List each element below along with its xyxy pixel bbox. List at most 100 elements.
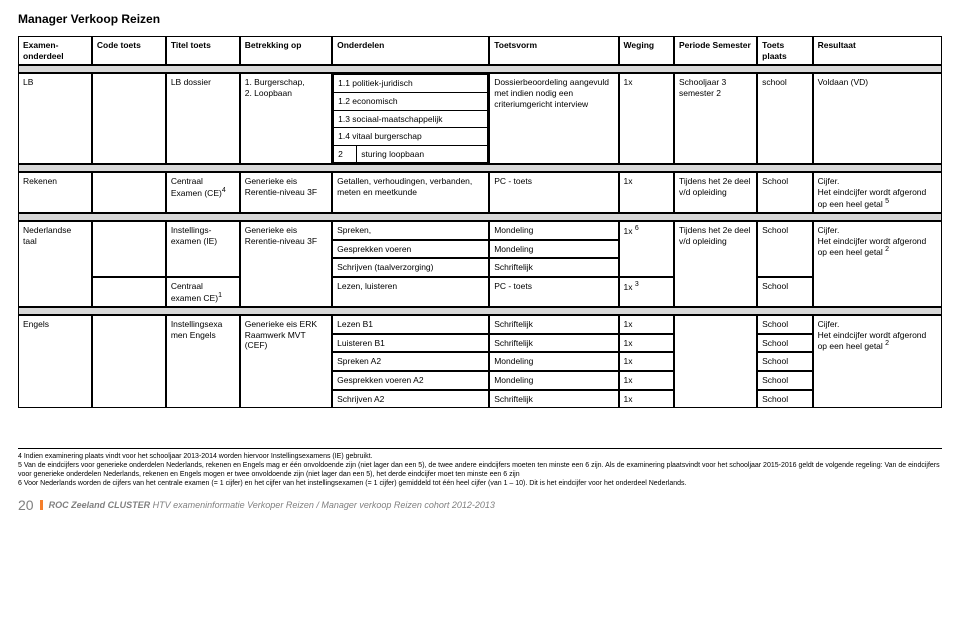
nl-titel1: Instellings-examen (IE) [166, 221, 240, 277]
page-title: Manager Verkoop Reizen [18, 12, 942, 26]
footer-text: ROC Zeeland CLUSTER HTV exameninformatie… [40, 500, 495, 510]
lb-ond2: 1.2 economisch [334, 92, 488, 110]
nl-weg1-text: 1x [624, 226, 635, 236]
en-res-text: Cijfer. Het eindcijfer wordt afgerond op… [818, 319, 927, 351]
en-titel: Instellingsexa men Engels [166, 315, 240, 408]
en-code [92, 315, 166, 408]
nl-code1 [92, 221, 166, 277]
en-resultaat: Cijfer. Het eindcijfer wordt afgerond op… [813, 315, 942, 408]
h-weging: Weging [619, 36, 674, 65]
nl-plaats2: School [757, 277, 812, 307]
en-r5d: School [757, 390, 812, 409]
en-r3b: Mondeling [489, 352, 618, 371]
nl-weg1: 1x 6 [619, 221, 674, 277]
lb-code [92, 73, 166, 164]
en-r1a: Lezen B1 [332, 315, 489, 334]
lb-toetsvorm: Dossierbeoordeling aangevuld met indien … [489, 73, 618, 164]
row-rekenen: Rekenen Centraal Examen (CE)4 Generieke … [18, 172, 942, 213]
h-examenonderdeel: Examen-onderdeel [18, 36, 92, 65]
rk-weging: 1x [619, 172, 674, 213]
en-r5a: Schrijven A2 [332, 390, 489, 409]
nl-r1a: Spreken, [332, 221, 489, 240]
nl-weg2: 1x 3 [619, 277, 674, 307]
nl-betrekking: Generieke eis Rerentie-niveau 3F [240, 221, 332, 307]
nl-periode: Tijdens het 2e deel v/d opleiding [674, 221, 757, 307]
en-r3a: Spreken A2 [332, 352, 489, 371]
nl-r4b: PC - toets [489, 277, 618, 307]
row-lb: LB LB dossier 1. Burgerschap, 2. Loopbaa… [18, 73, 942, 164]
en-r4b: Mondeling [489, 371, 618, 390]
rk-onderdeel: Rekenen [18, 172, 92, 213]
nl-titel2-sup: 1 [218, 292, 222, 299]
rk-code [92, 172, 166, 213]
en-r2c: 1x [619, 334, 674, 353]
en-r1d: School [757, 315, 812, 334]
row-nl-4: Centraal examen CE)1 Lezen, luisteren PC… [18, 277, 942, 307]
main-table: Examen-onderdeel Code toets Titel toets … [18, 36, 942, 408]
nl-res-sup: 2 [885, 246, 889, 253]
en-r4c: 1x [619, 371, 674, 390]
rk-res-sup: 5 [885, 198, 889, 205]
rk-titel-sup: 4 [222, 187, 226, 194]
lb-ond4: 1.4 vitaal burgerschap [334, 128, 488, 146]
footnotes: 4 Indien examinering plaats vindt voor h… [18, 448, 942, 488]
rk-onderdelen: Getallen, verhoudingen, verbanden, meten… [332, 172, 489, 213]
nl-r1b: Mondeling [489, 221, 618, 240]
nl-r2b: Mondeling [489, 240, 618, 259]
rk-plaats: School [757, 172, 812, 213]
rk-resultaat: Cijfer. Het eindcijfer wordt afgerond op… [813, 172, 942, 213]
en-r2a: Luisteren B1 [332, 334, 489, 353]
rk-titel-text: Centraal Examen (CE) [171, 176, 222, 197]
nl-titel2-text: Centraal examen CE) [171, 281, 218, 302]
lb-weging: 1x [619, 73, 674, 164]
h-titel: Titel toets [166, 36, 240, 65]
h-onderdelen: Onderdelen [332, 36, 489, 65]
lb-titel: LB dossier [166, 73, 240, 164]
footnote-5: 5 Van de eindcijfers voor generieke onde… [18, 461, 942, 479]
nl-code2 [92, 277, 166, 307]
rk-toetsvorm: PC - toets [489, 172, 618, 213]
en-r1b: Schriftelijk [489, 315, 618, 334]
en-r1c: 1x [619, 315, 674, 334]
nl-resultaat: Cijfer. Het eindcijfer wordt afgerond op… [813, 221, 942, 307]
en-r3d: School [757, 352, 812, 371]
nl-plaats1: School [757, 221, 812, 277]
nl-r4a: Lezen, luisteren [332, 277, 489, 307]
nl-titel2: Centraal examen CE)1 [166, 277, 240, 307]
nl-r3a: Schrijven (taalverzorging) [332, 258, 489, 277]
lb-ond3: 1.3 sociaal-maatschappelijk [334, 110, 488, 128]
footnote-4: 4 Indien examinering plaats vindt voor h… [18, 452, 942, 461]
lb-periode: Schooljaar 3 semester 2 [674, 73, 757, 164]
rk-titel: Centraal Examen (CE)4 [166, 172, 240, 213]
nl-r3b: Schriftelijk [489, 258, 618, 277]
page-number: 20 [18, 497, 34, 513]
lb-resultaat: Voldaan (VD) [813, 73, 942, 164]
en-r2d: School [757, 334, 812, 353]
lb-plaats: school [757, 73, 812, 164]
en-r4a: Gesprekken voeren A2 [332, 371, 489, 390]
en-r2b: Schriftelijk [489, 334, 618, 353]
h-toetsvorm: Toetsvorm [489, 36, 618, 65]
row-nl-1: Nederlandse taal Instellings-examen (IE)… [18, 221, 942, 240]
footnote-6: 6 Voor Nederlands worden de cijfers van … [18, 479, 942, 488]
nl-onderdeel: Nederlandse taal [18, 221, 92, 307]
en-r3c: 1x [619, 352, 674, 371]
rk-periode: Tijdens het 2e deel v/d opleiding [674, 172, 757, 213]
footer: 20 ROC Zeeland CLUSTER HTV exameninforma… [18, 497, 942, 513]
lb-ond5a: 2 [334, 145, 357, 163]
lb-ond5b: sturing loopbaan [357, 145, 488, 163]
h-betrekking: Betrekking op [240, 36, 332, 65]
h-periode: Periode Semester [674, 36, 757, 65]
h-resultaat: Resultaat [813, 36, 942, 65]
lb-onderdelen: 1.1 politiek-juridisch 1.2 economisch 1.… [332, 73, 489, 164]
nl-res-text: Cijfer. Het eindcijfer wordt afgerond op… [818, 225, 927, 257]
header-row: Examen-onderdeel Code toets Titel toets … [18, 36, 942, 65]
en-onderdeel: Engels [18, 315, 92, 408]
en-r5b: Schriftelijk [489, 390, 618, 409]
en-r5c: 1x [619, 390, 674, 409]
nl-weg2-sup: 3 [635, 281, 639, 288]
h-toetsplaats: Toets plaats [757, 36, 812, 65]
row-en-1: Engels Instellingsexa men Engels Generie… [18, 315, 942, 334]
en-betrekking: Generieke eis ERK Raamwerk MVT (CEF) [240, 315, 332, 408]
nl-weg2-text: 1x [624, 282, 635, 292]
